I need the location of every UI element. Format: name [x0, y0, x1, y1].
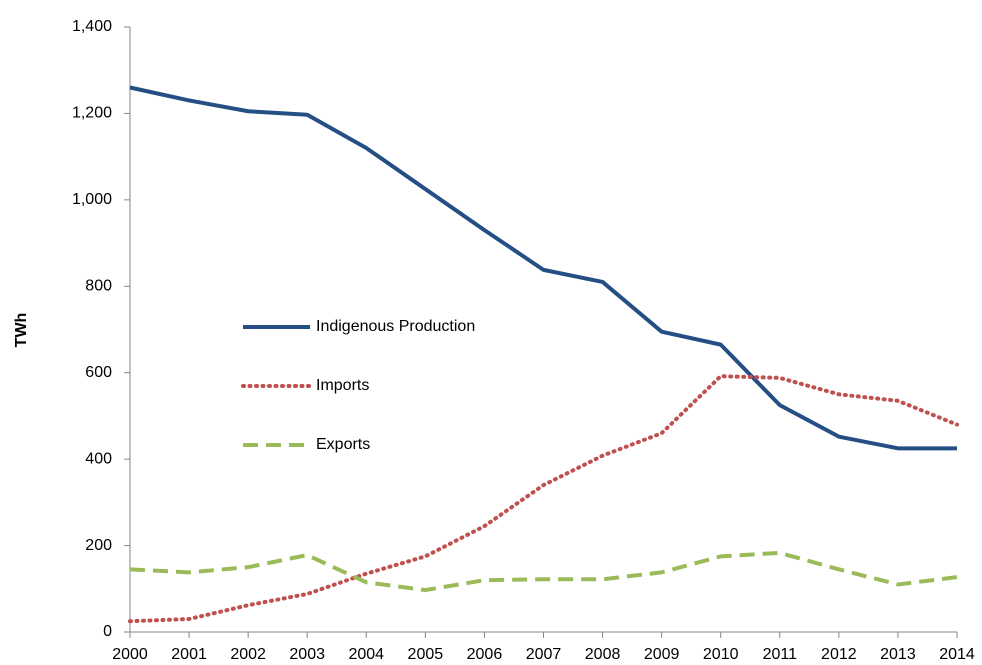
x-tick-label: 2005: [408, 646, 444, 663]
series-line: [129, 85, 957, 451]
x-tick-label: 2003: [289, 646, 325, 663]
series-line: [129, 550, 958, 593]
legend-label: Indigenous Production: [316, 318, 475, 335]
y-tick-label: 1,200: [72, 105, 112, 122]
y-tick-label: 1,400: [72, 18, 112, 35]
y-axis-label: TWh: [13, 313, 30, 348]
x-tick-label: 2001: [171, 646, 207, 663]
x-tick-label: 2009: [644, 646, 680, 663]
x-tick-label: 2006: [467, 646, 503, 663]
x-tick-label: 2010: [703, 646, 739, 663]
y-tick-label: 200: [85, 537, 112, 554]
y-tick-label: 0: [103, 623, 112, 640]
x-tick-label: 2014: [939, 646, 975, 663]
series-line: [128, 374, 959, 624]
legend-label: Exports: [316, 436, 370, 453]
y-tick-label: 1,000: [72, 191, 112, 208]
x-tick-label: 2013: [880, 646, 916, 663]
x-tick-label: 2012: [821, 646, 857, 663]
x-tick-label: 2004: [348, 646, 384, 663]
y-tick-label: 800: [85, 278, 112, 295]
x-tick-label: 2007: [526, 646, 562, 663]
x-tick-label: 2000: [112, 646, 148, 663]
y-tick-label: 600: [85, 364, 112, 381]
y-tick-label: 400: [85, 450, 112, 467]
x-tick-label: 2008: [585, 646, 621, 663]
x-tick-label: 2002: [230, 646, 266, 663]
x-tick-label: 2011: [763, 646, 798, 663]
legend-label: Imports: [316, 377, 369, 394]
